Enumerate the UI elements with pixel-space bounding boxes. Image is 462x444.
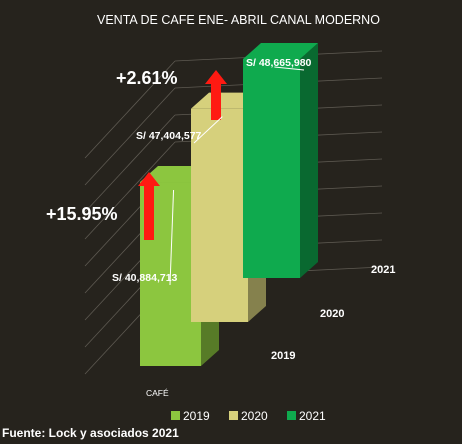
bar-side-2021	[300, 43, 318, 278]
axis-year-2021: 2021	[371, 264, 395, 276]
value-label-2020: S/ 47,404,577	[136, 130, 202, 142]
gridline	[84, 114, 176, 213]
category-label: CAFÉ	[146, 388, 169, 398]
growth-label: +2.61%	[116, 68, 178, 88]
source-note: Fuente: Lock y asociados 2021	[2, 426, 183, 440]
chart-legend: 2019 2020 2021	[171, 409, 326, 423]
value-label-2019: S/ 40,884,713	[112, 272, 178, 284]
gridline	[84, 60, 176, 159]
legend-label-2021: 2021	[299, 409, 326, 423]
axis-year-2020: 2020	[320, 308, 344, 320]
legend-swatch-2019	[171, 411, 180, 420]
growth-label: +15.95%	[46, 204, 118, 224]
chart-labels: S/ 40,884,713 2019 S/ 47,404,577 2020 S/ 48,…	[46, 57, 395, 398]
growth-arrows	[138, 70, 227, 240]
bar-2021	[243, 59, 300, 278]
chart-bars	[140, 43, 318, 366]
legend-label-2020: 2020	[241, 409, 268, 423]
growth-arrow-icon	[205, 70, 227, 120]
leader-line-2019	[169, 189, 175, 286]
legend-swatch-2021	[287, 411, 296, 420]
gridline	[84, 141, 176, 240]
chart-title: VENTA DE CAFE ENE- ABRIL CANAL MODERNO	[97, 13, 380, 27]
leader-line-2020	[193, 116, 223, 144]
leader-line-2021	[274, 66, 305, 71]
value-label-2021: S/ 48,665,980	[246, 57, 312, 69]
axis-year-2019: 2019	[271, 350, 295, 362]
bar-top-2021	[243, 43, 318, 59]
gridline	[84, 87, 176, 186]
legend-swatch-2020	[229, 411, 238, 420]
legend-label-2019: 2019	[183, 409, 210, 423]
growth-arrow-icon	[138, 172, 160, 240]
bar-2020	[191, 108, 248, 322]
